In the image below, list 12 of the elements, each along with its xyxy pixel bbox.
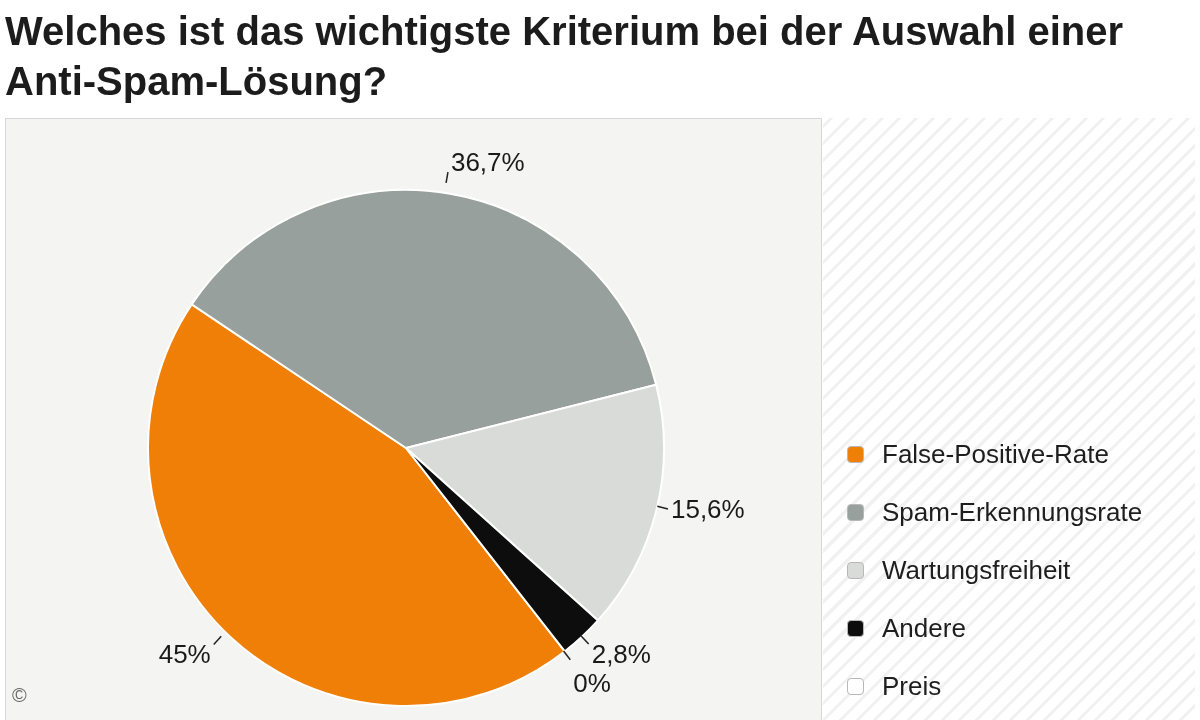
- legend-label: Preis: [882, 670, 942, 702]
- chart-title: Welches ist das wichtigste Kriterium bei der Auswahl einer Anti-Spam-Lösung?: [5, 8, 1125, 105]
- legend-label: Andere: [882, 612, 966, 644]
- data-label: 45%: [158, 639, 211, 670]
- data-label: 2,8%: [591, 639, 651, 670]
- text: ©: [12, 684, 27, 707]
- data-label: 15,6%: [670, 493, 745, 524]
- legend-label: Wartungsfreiheit: [882, 554, 1071, 586]
- text: 0%: [573, 668, 611, 699]
- data-label: 36,7%: [450, 147, 525, 178]
- legend-label: False-Positive-Rate: [882, 438, 1109, 470]
- legend-label: Spam-Erkennungsrate: [882, 496, 1143, 528]
